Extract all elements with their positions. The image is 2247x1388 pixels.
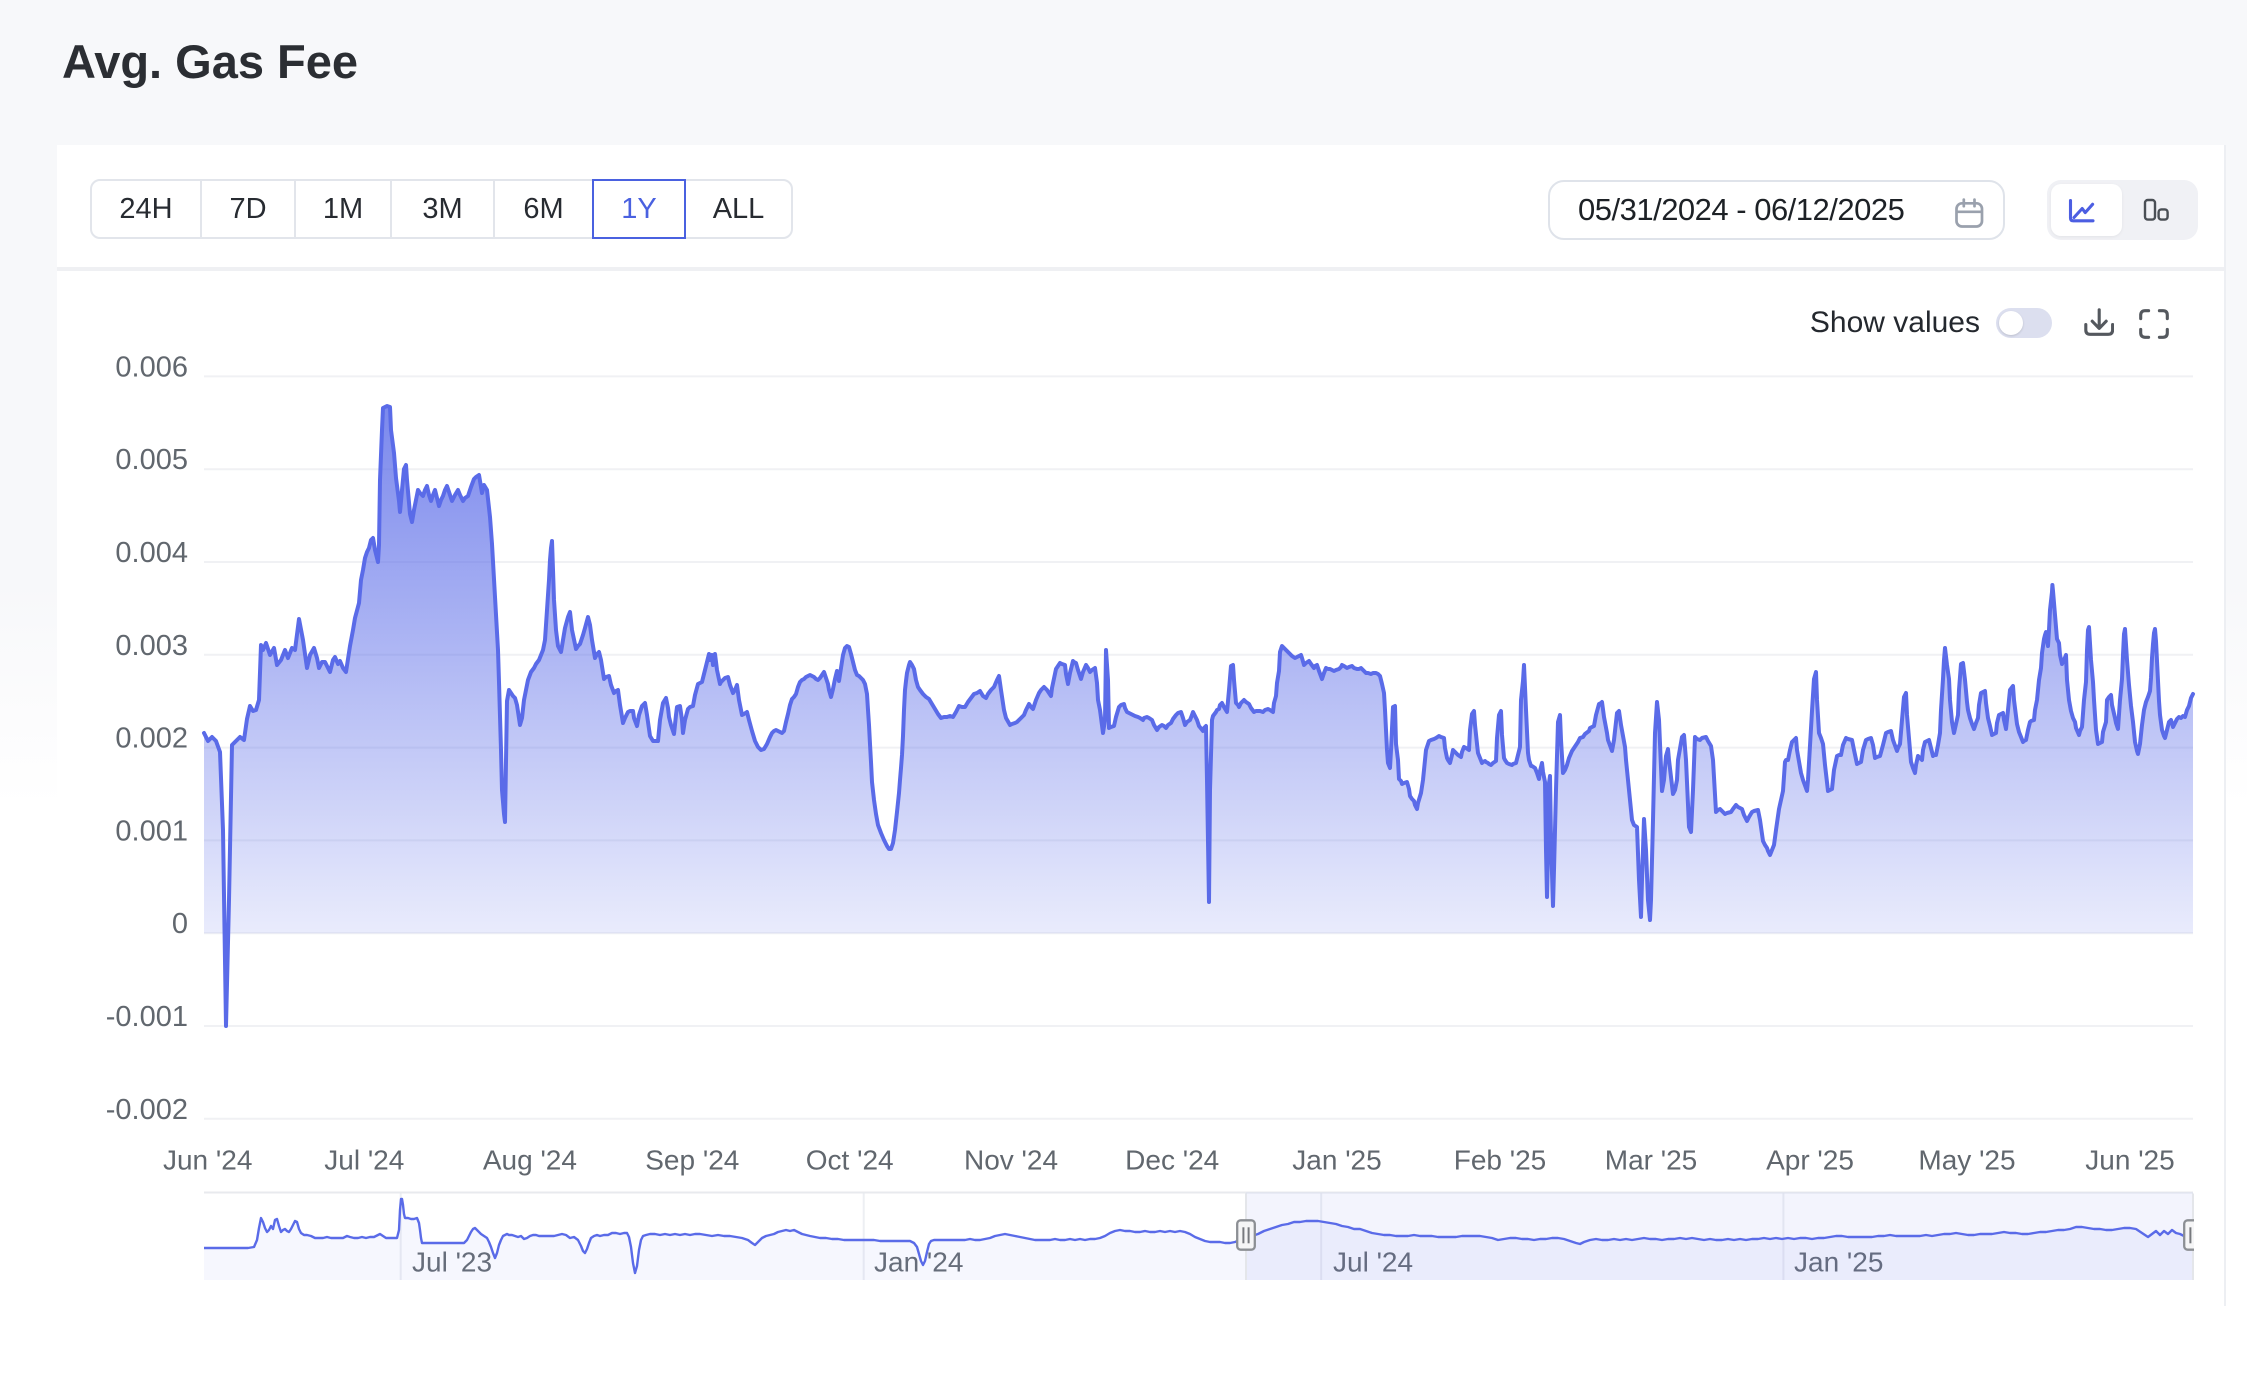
svg-text:Mar '25: Mar '25 <box>1605 1145 1698 1176</box>
svg-text:Jan '25: Jan '25 <box>1794 1247 1883 1278</box>
svg-text:Apr '25: Apr '25 <box>1766 1145 1854 1176</box>
svg-text:Jun '25: Jun '25 <box>2085 1145 2174 1176</box>
svg-text:Aug '24: Aug '24 <box>483 1145 577 1176</box>
svg-text:Jun '24: Jun '24 <box>163 1145 252 1176</box>
svg-text:Nov '24: Nov '24 <box>964 1145 1058 1176</box>
svg-text:0.002: 0.002 <box>115 723 188 755</box>
svg-text:Jul '23: Jul '23 <box>412 1247 492 1278</box>
svg-text:Dec '24: Dec '24 <box>1125 1145 1219 1176</box>
svg-text:0.005: 0.005 <box>115 444 188 476</box>
svg-text:0.001: 0.001 <box>115 815 188 847</box>
svg-text:May '25: May '25 <box>1918 1145 2015 1176</box>
svg-text:Jul '24: Jul '24 <box>324 1145 404 1176</box>
svg-text:Jan '25: Jan '25 <box>1292 1145 1381 1176</box>
svg-text:-0.002: -0.002 <box>106 1094 188 1126</box>
svg-text:0.006: 0.006 <box>115 351 188 383</box>
svg-text:0: 0 <box>172 908 188 940</box>
svg-text:0.003: 0.003 <box>115 630 188 662</box>
svg-text:-0.001: -0.001 <box>106 1001 188 1033</box>
svg-text:Feb '25: Feb '25 <box>1454 1145 1547 1176</box>
svg-text:Jul '24: Jul '24 <box>1333 1247 1413 1278</box>
svg-text:0.004: 0.004 <box>115 537 188 569</box>
svg-text:Sep '24: Sep '24 <box>645 1145 739 1176</box>
svg-text:Oct '24: Oct '24 <box>806 1145 894 1176</box>
